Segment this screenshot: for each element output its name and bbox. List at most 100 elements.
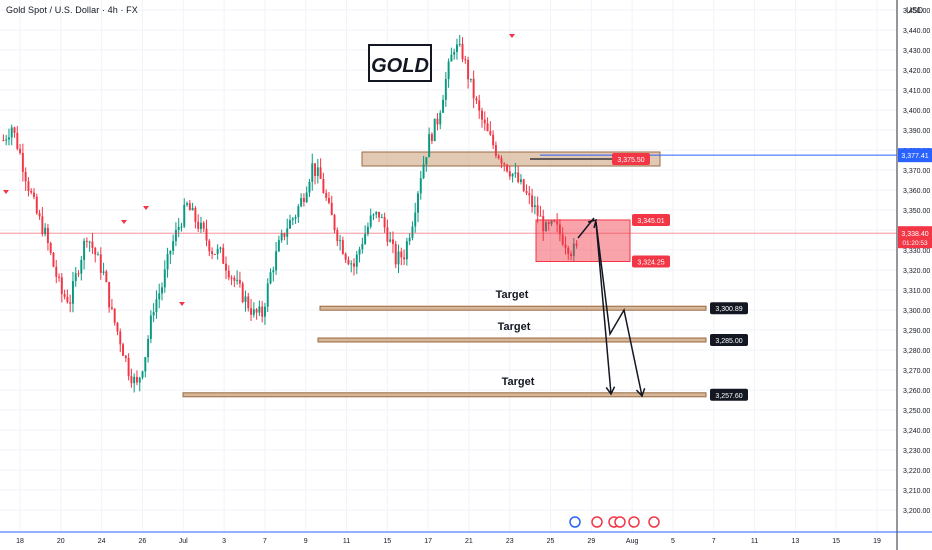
candle-body (202, 222, 205, 229)
candle-body (2, 140, 5, 141)
candle-body (116, 322, 119, 332)
candle-body (24, 171, 27, 182)
candle-body (77, 273, 80, 275)
candle-body (113, 308, 116, 323)
candle-body (55, 266, 58, 277)
y-tick-label: 3,350.00 (903, 208, 930, 215)
x-tick-label: 23 (506, 538, 514, 545)
tag-3345: 3,345.01 (632, 213, 670, 226)
axis-badge-bg (898, 226, 932, 249)
candle-body (461, 43, 464, 60)
candle-body (266, 283, 269, 307)
candle-body (355, 254, 358, 267)
candle-body (353, 263, 355, 267)
candle-body (436, 118, 439, 125)
candle-body (33, 192, 35, 197)
candle-body (91, 241, 94, 249)
candle-body (275, 251, 278, 271)
price-tag-bg (710, 388, 748, 401)
x-tick-label: 24 (98, 538, 106, 545)
candle-body (21, 153, 24, 172)
candle-body (425, 157, 428, 165)
candle-body (341, 240, 344, 254)
candle-body (453, 51, 456, 55)
axis-badge-3377: 3,377.41 (898, 148, 932, 163)
candle-body (130, 376, 133, 384)
candle-body (88, 241, 91, 243)
candle-body (322, 178, 325, 194)
candle-body (99, 254, 102, 273)
y-tick-label: 3,370.00 (903, 168, 930, 175)
x-tick-label: 3 (222, 538, 226, 545)
y-tick-label: 3,200.00 (903, 508, 930, 515)
candle-body (350, 263, 353, 265)
x-tick-label: 19 (873, 538, 881, 545)
candle-body (519, 179, 522, 182)
candle-body (161, 287, 163, 294)
candle-body (430, 134, 433, 142)
candle-body (300, 198, 303, 207)
candle-body (533, 205, 536, 207)
candle-body (297, 206, 300, 218)
tag-3257: 3,257.60 (710, 388, 748, 401)
candle-body (339, 240, 342, 242)
candle-body (450, 54, 453, 62)
y-tick-label: 3,330.00 (903, 248, 930, 255)
candle-body (361, 243, 364, 250)
candle-body (394, 243, 397, 265)
candle-body (289, 220, 291, 229)
candle-body (85, 240, 88, 242)
economic-event-icon (614, 516, 626, 528)
path-down-1 (595, 221, 612, 395)
y-tick-label: 3,390.00 (903, 128, 930, 135)
y-tick-label: 3,230.00 (903, 448, 930, 455)
candle-body (166, 254, 169, 270)
x-tick-label: 26 (139, 538, 147, 545)
x-tick-label: 25 (547, 538, 555, 545)
arrow-head-down-2 (635, 388, 646, 398)
candle-body (486, 123, 489, 132)
candle-body (194, 207, 197, 222)
candle-body (63, 294, 66, 297)
target-zone (182, 392, 707, 398)
candle-body (378, 211, 381, 218)
candle-body (483, 119, 486, 124)
candle-body (133, 376, 136, 384)
y-tick-label: 3,400.00 (903, 108, 930, 115)
x-tick-label: 7 (263, 538, 267, 545)
x-tick-label: Aug (626, 538, 639, 545)
candle-body (492, 134, 495, 146)
candle-body (58, 276, 61, 278)
y-tick-label: 3,420.00 (903, 68, 930, 75)
candle-body (464, 59, 467, 61)
candle-body (522, 179, 525, 191)
candle-body (531, 195, 534, 207)
price-tag-bg (710, 334, 748, 346)
signal-marker (509, 34, 515, 38)
signal-marker (121, 220, 127, 224)
price-tag-bg (612, 153, 650, 165)
candle-body (469, 78, 472, 80)
candle-body (475, 98, 478, 101)
x-tick-label: Jul (179, 538, 188, 545)
target-label: Target (502, 376, 535, 388)
candle-body (414, 212, 417, 227)
candle-body (556, 221, 559, 225)
candle-body (27, 181, 30, 191)
candle-body (575, 243, 578, 246)
x-tick-label: 29 (587, 538, 595, 545)
candle-body (108, 282, 111, 308)
candle-body (458, 43, 461, 45)
candle-body (74, 273, 77, 282)
candle-body (344, 253, 347, 260)
candle-body (372, 214, 375, 216)
candle-body (319, 167, 322, 179)
price-tag-label: 3,285.00 (715, 338, 742, 345)
candle-body (69, 302, 72, 304)
x-tick-label: 11 (751, 538, 758, 545)
y-tick-label: 3,300.00 (903, 308, 930, 315)
candle-body (511, 173, 514, 177)
candle-body (94, 248, 97, 255)
y-tick-label: 3,440.00 (903, 28, 930, 35)
